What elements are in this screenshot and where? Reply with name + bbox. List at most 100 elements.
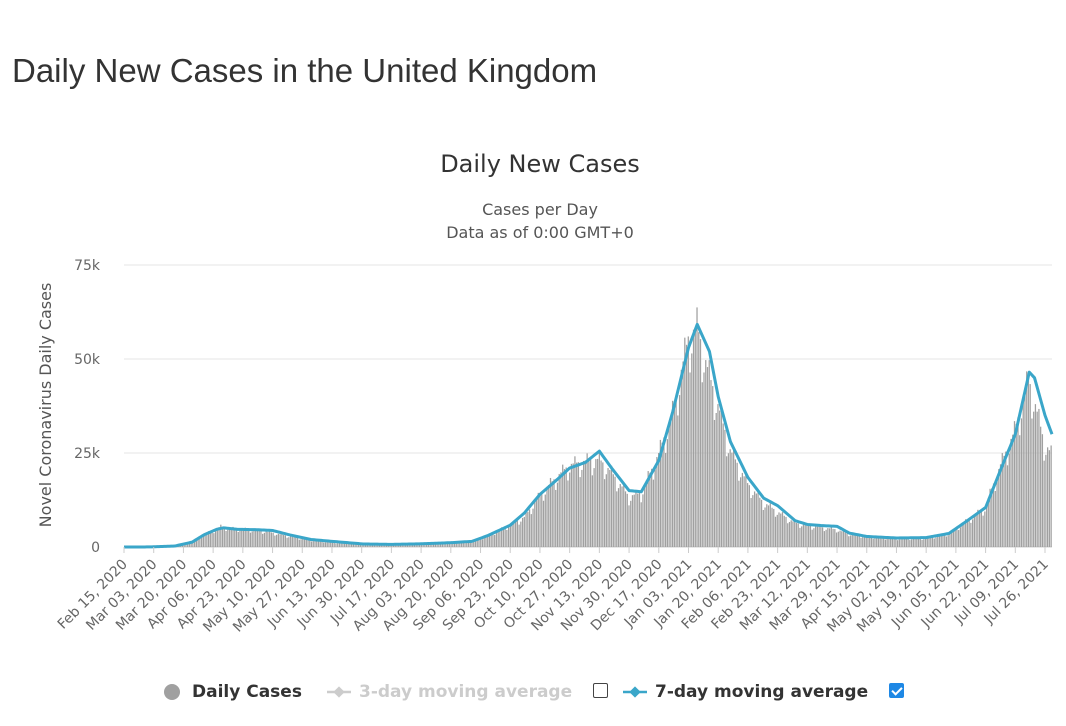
- bar: [506, 529, 508, 547]
- bar: [330, 541, 332, 547]
- legend: Daily Cases 3-day moving average 7-day m…: [0, 676, 1066, 708]
- bar: [821, 527, 824, 547]
- bar: [214, 530, 217, 547]
- bar: [736, 462, 738, 547]
- bar: [710, 380, 712, 547]
- bar: [617, 488, 620, 547]
- bar: [780, 513, 782, 547]
- bar: [651, 468, 653, 547]
- bar: [834, 529, 836, 547]
- bar: [621, 486, 623, 547]
- bar: [794, 520, 796, 547]
- bar: [321, 541, 323, 547]
- bar: [373, 544, 375, 547]
- bar: [310, 541, 313, 547]
- bar: [678, 395, 681, 547]
- bar: [412, 544, 414, 547]
- legend-item-7-day-average[interactable]: 7-day moving average: [622, 676, 868, 708]
- bar: [209, 531, 211, 547]
- bar: [947, 535, 949, 547]
- legend-item-daily-cases[interactable]: Daily Cases: [162, 676, 302, 708]
- series-line-7-day-average: [123, 322, 1054, 549]
- bar: [881, 537, 883, 547]
- bar: [324, 542, 327, 547]
- bar: [488, 533, 491, 547]
- bar: [722, 423, 724, 547]
- bar: [985, 502, 988, 547]
- bar: [825, 529, 827, 547]
- bar: [492, 533, 494, 547]
- bar: [734, 459, 737, 547]
- bar: [647, 471, 649, 547]
- bar: [858, 535, 860, 547]
- bar: [666, 439, 668, 547]
- bar: [349, 543, 351, 547]
- bar: [630, 500, 632, 547]
- bar: [235, 528, 238, 547]
- bar: [830, 527, 832, 547]
- bar: [659, 439, 662, 547]
- checkbox-7-day-average[interactable]: [889, 683, 904, 698]
- legend-item-3-day-average[interactable]: 3-day moving average: [326, 676, 572, 708]
- bar: [260, 530, 262, 547]
- bar: [891, 537, 894, 547]
- bar: [837, 531, 839, 547]
- bar: [586, 453, 588, 547]
- bar: [361, 544, 363, 547]
- bar: [883, 537, 885, 547]
- bar: [1048, 450, 1051, 547]
- bar: [610, 465, 613, 547]
- bar: [272, 532, 274, 547]
- bar: [455, 542, 457, 547]
- bar: [863, 536, 866, 547]
- bar: [504, 527, 506, 547]
- bar: [759, 497, 761, 547]
- bar: [291, 536, 293, 547]
- bar: [671, 400, 674, 547]
- checkbox-3-day-average[interactable]: [593, 683, 608, 698]
- bar: [466, 541, 468, 547]
- bar: [405, 544, 407, 547]
- bar: [982, 515, 984, 547]
- bar: [853, 534, 855, 547]
- bar: [523, 516, 525, 547]
- bar: [860, 537, 862, 547]
- bar: [919, 538, 921, 547]
- bar: [399, 544, 402, 547]
- bar: [987, 497, 989, 547]
- bar: [446, 543, 449, 547]
- bar: [865, 536, 867, 547]
- bar: [642, 494, 644, 547]
- bar: [242, 528, 245, 547]
- bar: [188, 543, 191, 547]
- bar: [255, 529, 257, 547]
- bar: [1024, 390, 1026, 547]
- bar: [483, 537, 485, 547]
- bar: [476, 538, 478, 547]
- bar: [270, 532, 273, 547]
- bar: [598, 451, 600, 547]
- bar: [279, 534, 281, 547]
- bar: [494, 534, 496, 547]
- bar: [426, 543, 428, 547]
- bar: [619, 484, 621, 547]
- bar: [961, 523, 963, 547]
- bar: [293, 536, 295, 547]
- bar: [846, 533, 848, 547]
- bar: [907, 538, 909, 547]
- bar: [638, 493, 641, 547]
- bar: [849, 535, 852, 547]
- bar: [478, 538, 480, 547]
- bar: [980, 510, 982, 547]
- bar: [975, 513, 977, 547]
- bar: [903, 537, 906, 547]
- bar: [912, 538, 914, 547]
- bar: [910, 539, 913, 547]
- bar: [581, 469, 583, 547]
- bar: [434, 543, 436, 547]
- bar: [471, 541, 473, 547]
- bar: [417, 544, 419, 547]
- bar: [753, 491, 756, 547]
- bar: [546, 486, 548, 547]
- y-tick-label: 25k: [74, 446, 101, 462]
